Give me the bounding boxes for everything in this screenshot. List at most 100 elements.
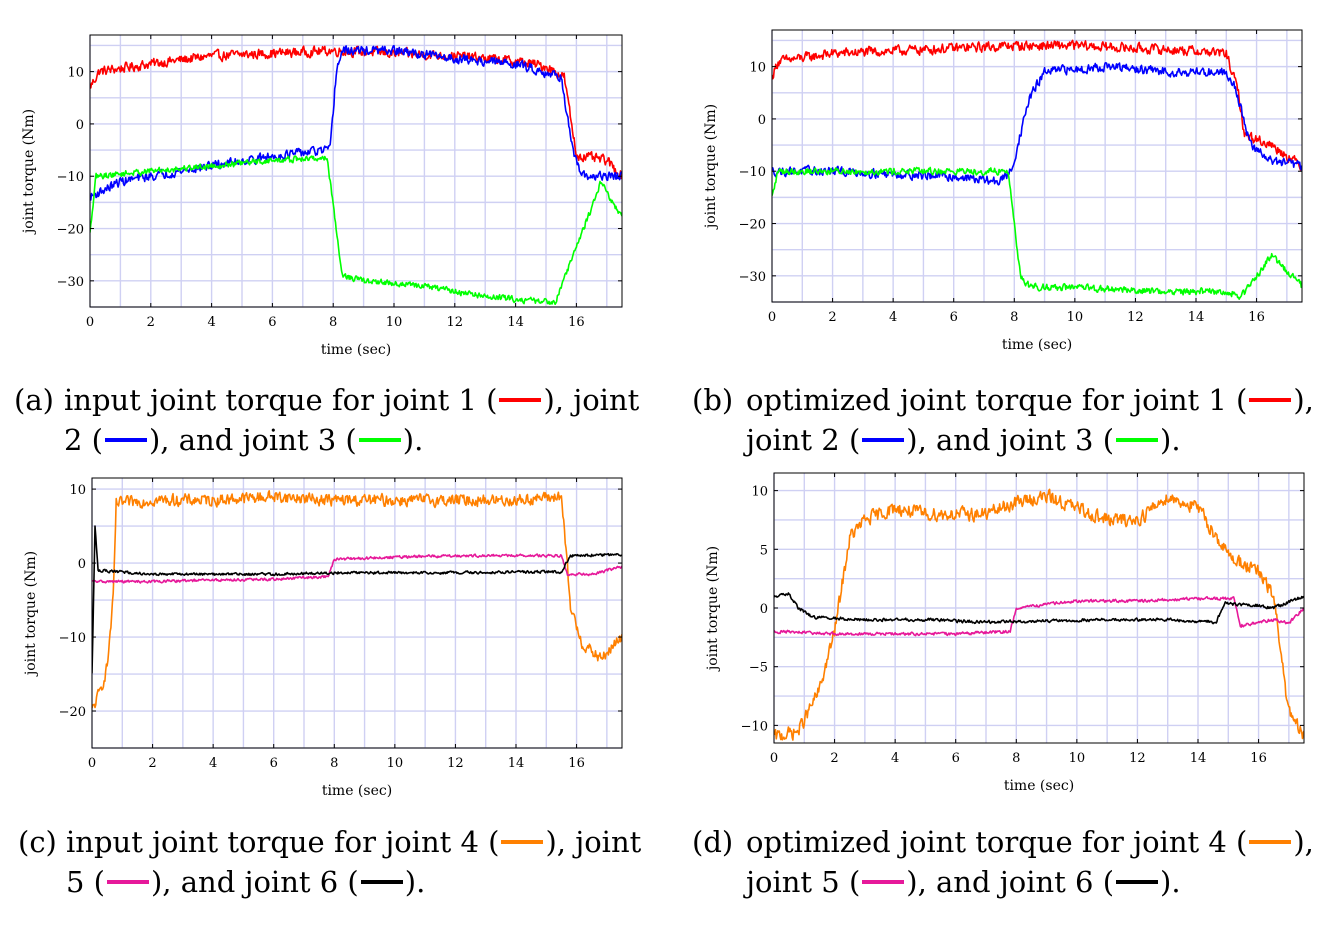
x-axis: 0 2 4 6 8 10 12 14 16 bbox=[768, 30, 1265, 325]
x-tick-label: 6 bbox=[268, 315, 276, 330]
x-tick-label: 14 bbox=[1188, 310, 1205, 325]
x-tick-label: 12 bbox=[1129, 751, 1146, 766]
y-tick-label: −5 bbox=[749, 661, 768, 676]
caption-text: 2 ( bbox=[64, 423, 103, 457]
y-axis-label: joint torque (Nm) bbox=[21, 109, 37, 235]
x-tick-label: 6 bbox=[950, 310, 958, 325]
x-tick-label: 0 bbox=[770, 751, 778, 766]
caption-text: ), and joint 3 ( bbox=[148, 423, 357, 457]
series-line-2 bbox=[92, 553, 622, 584]
plot-frame bbox=[89, 34, 623, 308]
caption-text: 5 ( bbox=[66, 865, 105, 899]
x-tick-label: 0 bbox=[88, 756, 96, 771]
legend-swatch-joint4 bbox=[501, 840, 544, 844]
x-tick-label: 14 bbox=[507, 315, 524, 330]
x-tick-label: 12 bbox=[447, 315, 464, 330]
x-tick-label: 2 bbox=[148, 756, 156, 771]
x-tick-label: 0 bbox=[86, 315, 94, 330]
caption-text: ). bbox=[1160, 865, 1181, 899]
caption-text: ), and joint 3 ( bbox=[906, 423, 1115, 457]
x-tick-label: 10 bbox=[1067, 310, 1084, 325]
x-tick-label: 10 bbox=[386, 315, 403, 330]
y-axis: −20 −10 0 10 bbox=[59, 483, 622, 720]
series-line-1 bbox=[92, 490, 622, 709]
y-tick-label: 0 bbox=[758, 113, 766, 128]
y-tick-label: 10 bbox=[67, 66, 84, 81]
x-tick-label: 8 bbox=[1010, 310, 1018, 325]
y-tick-label: −20 bbox=[57, 223, 84, 238]
caption-text: joint 2 ( bbox=[746, 423, 861, 457]
x-axis: 0 2 4 6 8 10 12 14 16 bbox=[86, 35, 585, 330]
series-line-1 bbox=[772, 39, 1302, 171]
x-tick-label: 12 bbox=[447, 756, 464, 771]
caption-text: ). bbox=[402, 423, 424, 457]
caption-text: ), and joint 6 ( bbox=[150, 865, 359, 899]
x-axis-label: time (sec) bbox=[321, 342, 391, 358]
y-axis-label: joint torque (Nm) bbox=[23, 551, 39, 677]
x-axis: 0 2 4 6 8 10 12 14 16 bbox=[88, 478, 585, 771]
grid bbox=[89, 35, 622, 308]
caption-text: ), bbox=[1293, 825, 1314, 859]
y-tick-label: −10 bbox=[739, 165, 766, 180]
x-tick-label: 8 bbox=[329, 315, 337, 330]
legend-swatch-joint6 bbox=[1116, 880, 1159, 884]
legend-swatch-joint4 bbox=[1249, 840, 1292, 844]
caption-tag: (c) bbox=[18, 825, 57, 859]
x-tick-label: 16 bbox=[1250, 751, 1267, 766]
caption-d: (d) optimized joint torque for joint 4 (… bbox=[692, 822, 1332, 906]
y-tick-label: 0 bbox=[760, 602, 768, 617]
caption-tag: (d) bbox=[692, 825, 734, 859]
x-axis-label: time (sec) bbox=[322, 783, 392, 799]
plot-frame bbox=[91, 477, 623, 749]
x-tick-label: 6 bbox=[270, 756, 278, 771]
caption-text: ), bbox=[1293, 383, 1314, 417]
y-tick-label: 10 bbox=[749, 61, 766, 76]
series-line-1 bbox=[774, 488, 1304, 741]
x-tick-label: 0 bbox=[768, 310, 776, 325]
series-line-3 bbox=[90, 155, 622, 306]
y-tick-label: −30 bbox=[57, 275, 84, 290]
grid bbox=[91, 478, 622, 749]
x-tick-label: 12 bbox=[1127, 310, 1144, 325]
caption-tag: (b) bbox=[692, 383, 734, 417]
series-line-2 bbox=[772, 62, 1302, 186]
x-tick-label: 16 bbox=[568, 315, 585, 330]
y-tick-label: 5 bbox=[760, 543, 768, 558]
x-tick-label: 8 bbox=[330, 756, 338, 771]
legend-swatch-joint2 bbox=[862, 438, 905, 442]
plot-frame bbox=[771, 29, 1303, 303]
x-tick-label: 10 bbox=[387, 756, 404, 771]
y-tick-label: 10 bbox=[751, 485, 768, 500]
series-line-3 bbox=[772, 166, 1302, 300]
series-line-2 bbox=[774, 596, 1304, 637]
caption-text: optimized joint torque for joint 4 ( bbox=[746, 825, 1248, 859]
x-tick-label: 2 bbox=[828, 310, 836, 325]
series-line-3 bbox=[92, 525, 622, 674]
x-tick-label: 14 bbox=[508, 756, 525, 771]
caption-b: (b) optimized joint torque for joint 1 (… bbox=[692, 380, 1332, 464]
x-tick-label: 16 bbox=[568, 756, 585, 771]
legend-swatch-joint5 bbox=[862, 880, 905, 884]
x-tick-label: 6 bbox=[952, 751, 960, 766]
legend-swatch-joint6 bbox=[360, 880, 403, 884]
x-axis-label: time (sec) bbox=[1004, 778, 1074, 794]
series-line-3 bbox=[774, 592, 1304, 625]
y-tick-label: −10 bbox=[741, 719, 768, 734]
y-tick-label: 10 bbox=[69, 483, 86, 498]
x-tick-label: 10 bbox=[1069, 751, 1086, 766]
x-tick-label: 16 bbox=[1248, 310, 1265, 325]
y-axis: −10 −5 0 5 10 bbox=[741, 485, 1304, 734]
y-axis: −30 −20 −10 0 10 bbox=[57, 66, 622, 290]
y-tick-label: −30 bbox=[739, 270, 766, 285]
caption-c: (c) input joint torque for joint 4 (), j… bbox=[18, 822, 658, 906]
x-tick-label: 14 bbox=[1190, 751, 1207, 766]
caption-text: ), joint bbox=[543, 383, 640, 417]
caption-text: joint 5 ( bbox=[746, 865, 861, 899]
x-tick-label: 8 bbox=[1012, 751, 1020, 766]
legend-swatch-joint3 bbox=[358, 438, 401, 442]
x-tick-label: 2 bbox=[830, 751, 838, 766]
x-tick-label: 4 bbox=[889, 310, 897, 325]
legend-swatch-joint1 bbox=[1249, 398, 1292, 402]
